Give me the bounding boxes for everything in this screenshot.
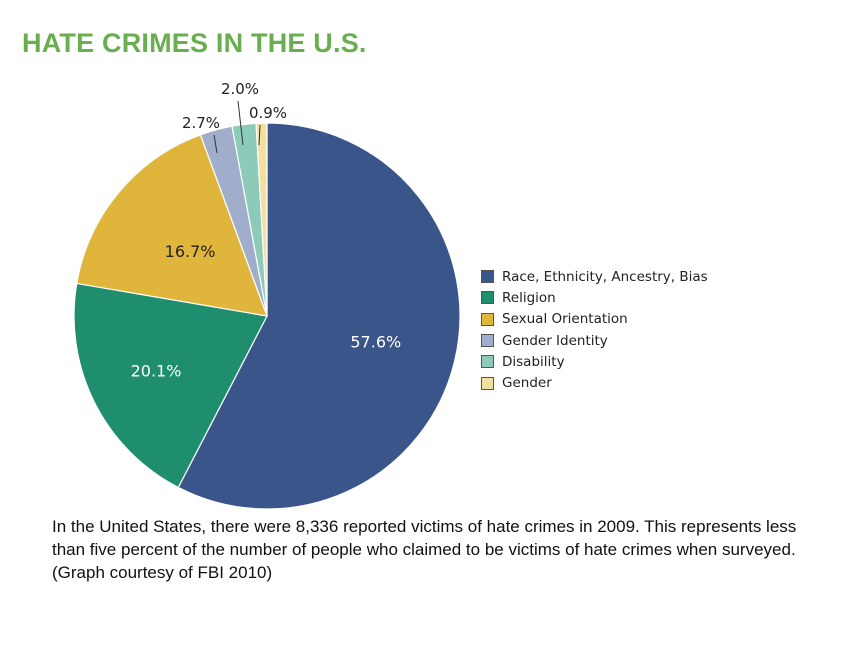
pie-slice-religion <box>73 282 268 489</box>
chart-legend: Race, Ethnicity, Ancestry, Bias Religion S… <box>481 266 708 394</box>
legend-label: Race, Ethnicity, Ancestry, Bias <box>502 268 708 285</box>
page-title: HATE CRIMES IN THE U.S. <box>22 28 367 58</box>
slice-label: 2.0% <box>221 80 259 98</box>
legend-item: Gender Identity <box>481 330 708 351</box>
legend-item: Gender <box>481 372 708 393</box>
chart-caption: In the United States, there were 8,336 r… <box>52 517 797 582</box>
pie-slice-sexual-orientation <box>76 134 268 317</box>
legend-item: Race, Ethnicity, Ancestry, Bias <box>481 266 708 287</box>
legend-label: Gender <box>502 375 552 392</box>
legend-swatch <box>481 270 494 284</box>
legend-item: Sexual Orientation <box>481 309 708 330</box>
slice-label: 2.7% <box>182 114 220 132</box>
legend-label: Sexual Orientation <box>502 311 628 328</box>
legend-label: Disability <box>502 353 565 370</box>
legend-swatch <box>481 355 494 369</box>
legend-swatch <box>481 291 494 305</box>
legend-swatch <box>481 376 494 390</box>
slice-label: 0.9% <box>249 104 287 122</box>
pie-slice-gender <box>255 122 268 317</box>
slice-label: 16.7% <box>165 242 216 261</box>
legend-label: Gender Identity <box>502 332 608 349</box>
slice-leader-line <box>237 100 244 146</box>
legend-item: Disability <box>481 351 708 372</box>
legend-item: Religion <box>481 287 708 308</box>
legend-swatch <box>481 334 494 348</box>
slice-leader-line <box>213 134 218 154</box>
slice-leader-line <box>258 124 261 146</box>
legend-swatch <box>481 312 494 326</box>
slice-label: 57.6% <box>350 333 401 352</box>
legend-label: Religion <box>502 289 556 306</box>
slice-label: 20.1% <box>131 361 182 380</box>
pie-slice-race-ethnicity-ancestry-bias <box>177 122 461 510</box>
